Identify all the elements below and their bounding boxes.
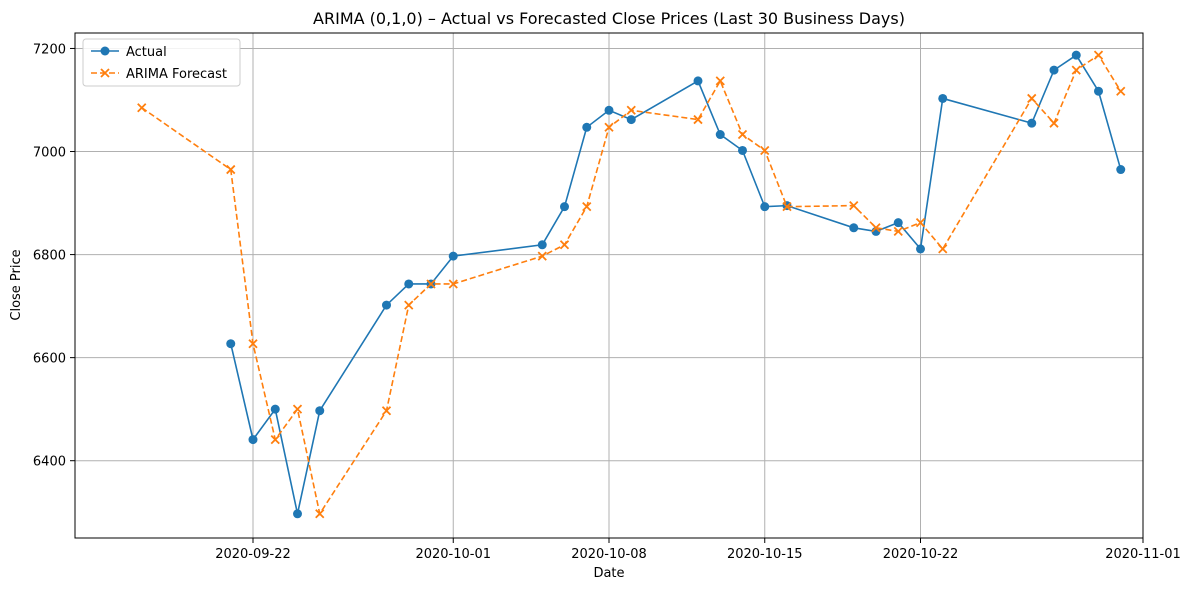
data-point: [1116, 86, 1126, 96]
series-layer: [137, 50, 1126, 519]
data-point: [715, 76, 725, 86]
data-point: [871, 223, 881, 233]
data-point: [559, 240, 570, 250]
data-point: [737, 129, 748, 140]
data-point: [381, 406, 392, 416]
data-point: [760, 145, 770, 156]
series-forecast: [137, 50, 1126, 519]
x-tick-label: 2020-10-22: [883, 547, 959, 562]
data-point: [448, 279, 458, 289]
data-point: [537, 240, 547, 250]
data-point: [938, 244, 948, 254]
data-point: [849, 200, 859, 211]
data-point: [626, 115, 636, 125]
data-point: [100, 68, 110, 78]
legend-label: Actual: [126, 45, 167, 60]
data-point: [1049, 118, 1059, 128]
chart-title: ARIMA (0,1,0) – Actual vs Forecasted Clo…: [313, 9, 905, 28]
data-point: [448, 251, 458, 261]
data-point: [426, 279, 436, 289]
data-point: [1027, 93, 1037, 104]
data-point: [760, 202, 770, 212]
data-point: [893, 226, 903, 237]
data-point: [292, 404, 303, 414]
data-point: [693, 114, 703, 125]
y-axis-label: Close Price: [9, 249, 24, 320]
x-tick-label: 2020-11-01: [1105, 547, 1181, 562]
data-point: [916, 244, 925, 254]
data-point: [293, 509, 302, 519]
data-point: [137, 103, 147, 113]
data-point: [315, 509, 325, 519]
x-axis: 2020-09-22 2020-10-01 2020-10-08 2020-10-15…: [215, 538, 1181, 562]
y-tick-label: 6600: [33, 352, 66, 367]
data-point: [1071, 50, 1081, 60]
series-line: [141, 54, 1122, 516]
data-point: [382, 300, 391, 310]
data-point: [226, 164, 236, 175]
x-axis-label: Date: [593, 566, 624, 581]
data-point: [537, 251, 547, 261]
data-point: [849, 223, 859, 233]
data-point: [1071, 65, 1081, 75]
y-tick-label: 6800: [33, 249, 66, 264]
series-actual: [226, 50, 1126, 519]
x-tick-label: 2020-10-15: [727, 547, 803, 562]
data-point: [626, 105, 636, 115]
data-point: [938, 93, 948, 103]
legend-box: [82, 38, 241, 87]
data-point: [1093, 50, 1104, 60]
data-point: [604, 105, 614, 115]
legend-label: ARIMA Forecast: [126, 67, 227, 82]
data-point: [604, 122, 614, 132]
data-point: [1116, 165, 1126, 175]
data-point: [782, 202, 792, 212]
data-point: [560, 202, 569, 212]
data-point: [1049, 65, 1059, 75]
data-point: [582, 122, 592, 132]
data-point: [1094, 86, 1103, 96]
y-tick-label: 6400: [33, 455, 66, 470]
data-point: [715, 130, 725, 140]
data-point: [693, 76, 703, 86]
data-point: [100, 46, 110, 56]
x-tick-label: 2020-10-01: [415, 547, 491, 562]
data-point: [248, 339, 258, 349]
data-point: [582, 202, 592, 212]
x-tick-label: 2020-10-08: [571, 547, 647, 562]
y-tick-label: 7000: [33, 146, 66, 161]
data-point: [248, 435, 258, 445]
data-point: [404, 279, 414, 289]
data-point: [404, 300, 414, 310]
y-axis: 6400 6600 6800 7000 7200: [33, 42, 75, 470]
data-point: [226, 339, 236, 349]
data-point: [738, 145, 747, 155]
data-point: [1027, 118, 1037, 128]
data-point: [915, 217, 926, 228]
y-tick-label: 7200: [33, 42, 66, 57]
data-point: [893, 218, 903, 228]
x-tick-label: 2020-09-22: [215, 547, 291, 562]
data-point: [315, 406, 325, 416]
data-point: [270, 434, 280, 445]
data-point: [270, 404, 280, 414]
legend: Actual ARIMA Forecast: [82, 38, 241, 87]
